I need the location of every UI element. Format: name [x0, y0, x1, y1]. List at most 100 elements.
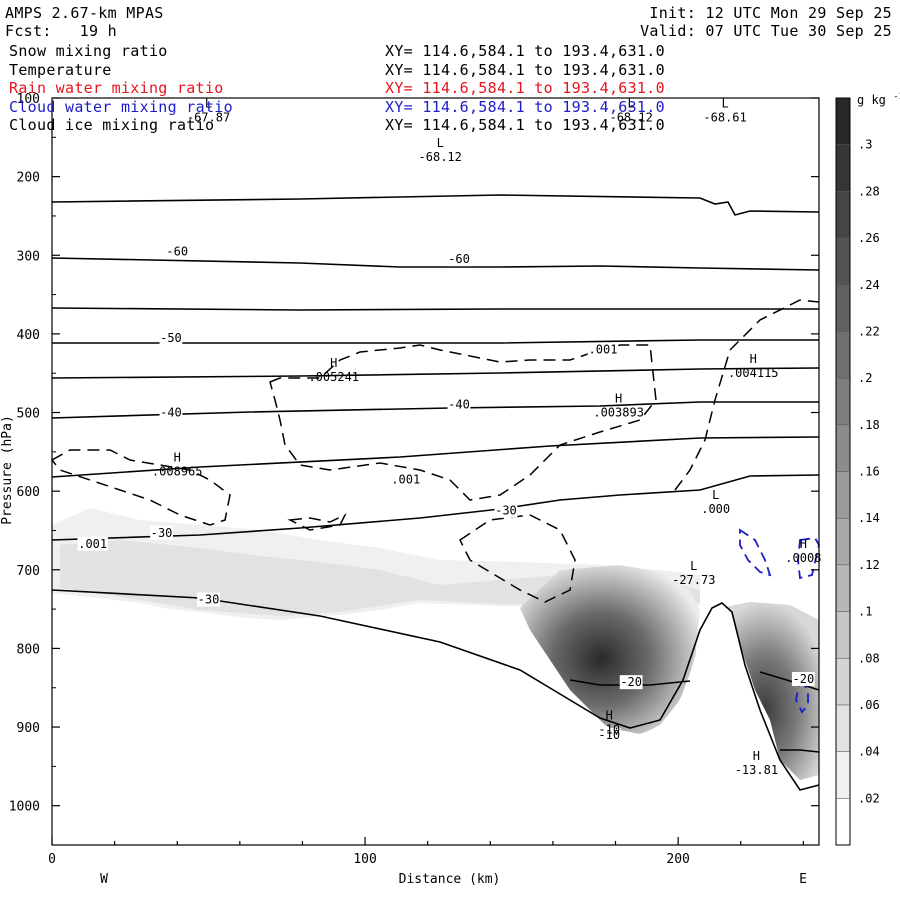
temperature-label-bg — [197, 592, 220, 607]
plot-frame — [51, 97, 820, 846]
colorbar-label: .12 — [858, 558, 880, 572]
colorbar-label: .18 — [858, 418, 880, 432]
temperature-label-bg — [494, 503, 518, 518]
x-tick-label: 100 — [353, 852, 376, 867]
snow-label: .001 — [589, 343, 618, 357]
colorbar-swatch — [836, 611, 850, 659]
legend-name-3: Cloud water mixing ratio — [9, 97, 233, 116]
temperature-contour — [51, 257, 820, 271]
colorbar-swatch — [836, 751, 850, 799]
temperature-label-bg — [159, 405, 183, 420]
temperature-label-bg — [447, 397, 471, 412]
legend-name-1: Temperature — [9, 60, 112, 79]
temperature-label: -20 — [620, 675, 642, 689]
extremum-value: .005241 — [308, 370, 359, 384]
forecast-hour: Fcst: 19 h — [5, 22, 117, 40]
colorbar-label: .24 — [858, 278, 880, 292]
snow-label: .001 — [391, 472, 420, 486]
cloud-water-contour — [739, 528, 772, 577]
temperature-label-bg — [165, 244, 189, 259]
temperature-label: -20 — [793, 672, 815, 686]
y-tick-label: 1000 — [9, 800, 40, 815]
colorbar-swatch — [836, 564, 850, 612]
temperature-label-bg — [597, 727, 621, 742]
extremum-mark: L — [721, 97, 728, 111]
colorbar-swatch — [836, 424, 850, 472]
colorbar-swatch — [836, 704, 850, 752]
snow-contour — [269, 344, 657, 501]
colorbar-label: .28 — [858, 184, 880, 198]
temperature-label: -50 — [160, 331, 182, 345]
extremum-value: .0008 — [785, 551, 821, 565]
colorbar-label: .02 — [858, 791, 880, 805]
extremum-mark: H — [606, 708, 613, 722]
temperature-contour — [51, 401, 819, 419]
y-tick-label: 300 — [17, 249, 40, 264]
init-time: Init: 12 UTC Mon 29 Sep 25 — [649, 4, 892, 22]
temperature-label-bg — [447, 252, 471, 267]
terrain-mask — [52, 598, 819, 845]
legend-xy-2: XY= 114.6,584.1 to 193.4,631.0 — [385, 79, 665, 97]
snow-label: .001 — [78, 537, 107, 551]
y-tick-label: 600 — [17, 485, 40, 500]
temperature-label: -60 — [166, 244, 188, 258]
snow-core-west — [520, 565, 700, 735]
colorbar-label: .22 — [858, 324, 880, 338]
extremum-value: -68.12 — [609, 111, 652, 125]
colorbar-swatch — [836, 378, 850, 425]
axes: 100 200 300 400 500 600 700 800 900 1000 0 100 200 Di… — [0, 92, 819, 887]
colorbar-swatch — [836, 191, 850, 239]
y-tick-label: 100 — [17, 92, 40, 107]
y-tick-label: 200 — [17, 171, 40, 186]
legend-xy-3: XY= 114.6,584.1 to 193.4,631.0 — [385, 97, 665, 116]
east-label: E — [799, 872, 807, 887]
colorbar-swatch — [836, 798, 850, 845]
snow-label-bg — [77, 536, 108, 551]
colorbar-unit: g kg -1 — [857, 92, 900, 107]
chart-labels: -60 -60 -50 -40 -40 -30 -30 -30 -20 -20 -10 .001 .00… — [77, 97, 821, 777]
x-axis-label: Distance (km) — [399, 872, 501, 887]
extremum-value: -10 — [598, 722, 620, 736]
extremum-value: -67.87 — [187, 111, 230, 125]
temperature-contour — [51, 367, 820, 379]
colorbar-label: .06 — [858, 698, 880, 712]
extremum-value: -13.81 — [735, 763, 778, 777]
extremum-value: -27.73 — [672, 573, 715, 587]
cloud-water-contour — [797, 537, 820, 580]
extremum-mark: L — [712, 488, 719, 502]
cloud-water-contours — [739, 528, 820, 714]
legend-name-0: Snow mixing ratio — [9, 42, 168, 60]
model-title: AMPS 2.67-km MPAS — [5, 4, 164, 22]
temperature-label: -40 — [448, 398, 470, 412]
legend-xy-0: XY= 114.6,584.1 to 193.4,631.0 — [385, 42, 665, 60]
temperature-contour — [780, 749, 820, 753]
x-tick-label: 200 — [666, 852, 689, 867]
snow-label-bg — [390, 472, 421, 487]
y-tick-label: 500 — [17, 407, 40, 422]
colorbar: .02 .04 .06 .08 .1 .12 .14 .16 .18 .2 .22 .24 .26 .28… — [835, 92, 900, 846]
extremum-value: .004115 — [728, 366, 779, 380]
extremum-mark: L — [628, 97, 635, 111]
extremum-mark: H — [330, 356, 337, 370]
temperature-label-bg — [791, 672, 815, 687]
colorbar-swatch — [836, 98, 850, 145]
extremum-mark: L — [205, 97, 212, 111]
y-tick-label: 800 — [17, 642, 40, 657]
temperature-label: -30 — [198, 593, 220, 607]
temperature-contour — [51, 307, 819, 311]
temperature-contour — [51, 194, 820, 216]
colorbar-swatch — [836, 658, 850, 705]
extremum-mark: H — [615, 391, 622, 405]
y-tick-label: 900 — [17, 721, 40, 736]
colorbar-label: .3 — [858, 138, 872, 152]
legend-name-2: Rain water mixing ratio — [9, 79, 224, 97]
y-axis-label: Pressure (hPa) — [0, 415, 15, 525]
colorbar-swatch — [836, 144, 850, 192]
snow-contour — [674, 299, 820, 491]
legend-xy-1: XY= 114.6,584.1 to 193.4,631.0 — [385, 60, 665, 79]
temperature-label-bg — [619, 675, 643, 690]
legend-name-4: Cloud ice mixing ratio — [9, 116, 215, 134]
y-tick-label: 700 — [17, 564, 40, 579]
x-tick-label: 0 — [48, 852, 56, 867]
